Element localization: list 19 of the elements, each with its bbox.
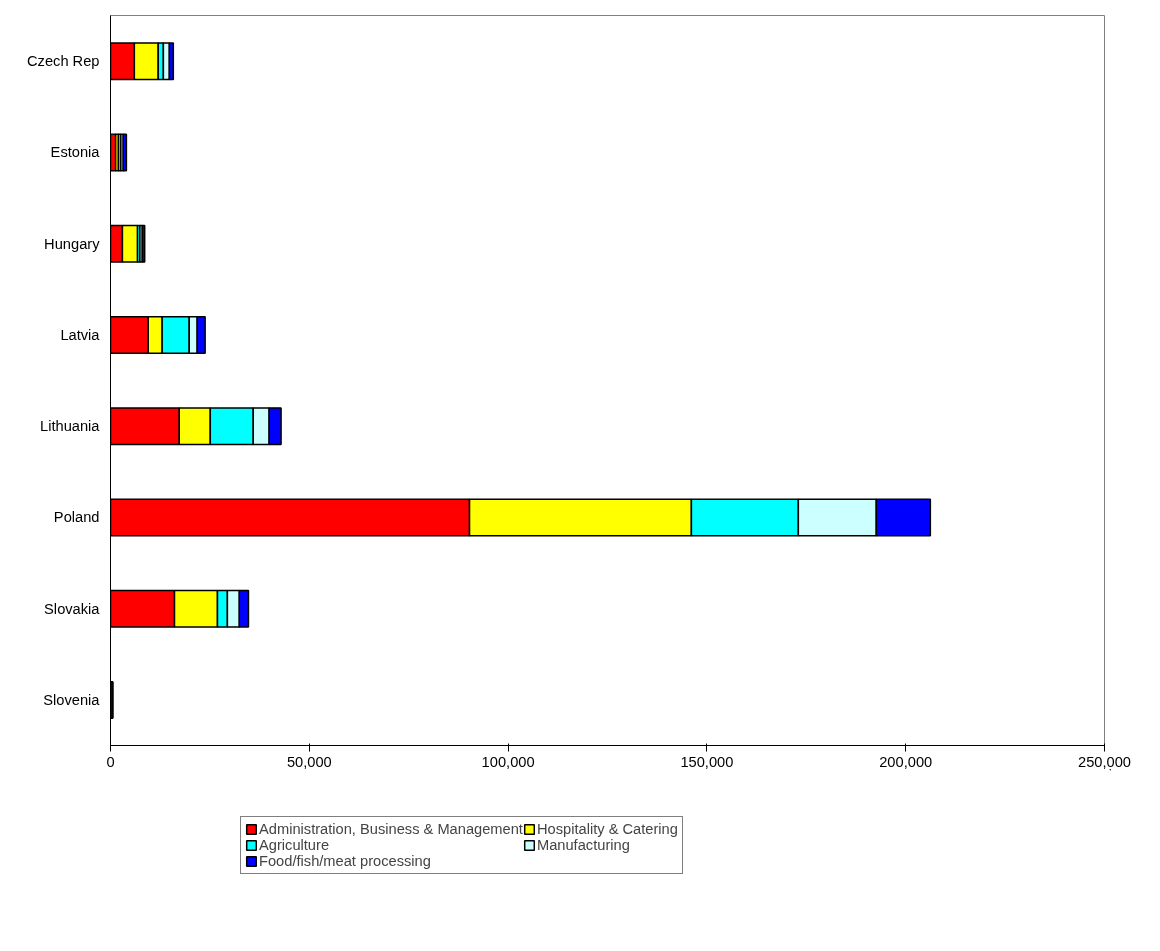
y-tick-label: Slovakia xyxy=(44,600,101,617)
legend-label: Manufacturing xyxy=(536,837,630,853)
y-tick-label: Hungary xyxy=(44,235,101,252)
x-tick-label: 100,000 xyxy=(481,753,535,770)
y-tick-label: Lithuania xyxy=(40,418,101,435)
y-tick-label: Latvia xyxy=(60,326,101,343)
legend-label: Hospitality & Catering xyxy=(536,821,678,837)
legend-label: Agriculture xyxy=(259,837,330,853)
x-tick-label: 200,000 xyxy=(879,753,933,770)
x-tick-label: 50,000 xyxy=(286,753,332,770)
y-tick-label: Estonia xyxy=(50,144,101,161)
x-tick-label: 150,000 xyxy=(680,753,734,770)
y-tick-label: Poland xyxy=(53,509,100,526)
legend-label: Food/fish/meat processing xyxy=(259,853,431,869)
x-tick-label: 250,000 xyxy=(1078,753,1131,770)
legend-label: Administration, Business & Management xyxy=(259,821,523,837)
y-tick-label: Slovenia xyxy=(43,691,101,708)
x-tick-label: 0 xyxy=(106,753,115,770)
y-tick-label: Czech Rep xyxy=(27,53,100,70)
